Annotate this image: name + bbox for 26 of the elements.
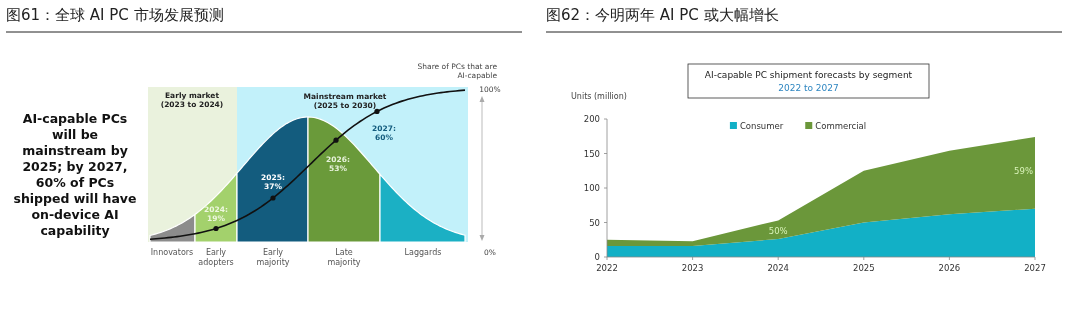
category-label: Laggards xyxy=(404,248,442,257)
y-tick-label: 200 xyxy=(583,114,600,124)
category-label: Early adopters xyxy=(198,248,234,267)
chart-subtitle: AI-capable PC shipment forecasts by segment xyxy=(704,70,913,80)
chart-title: 图62：今明两年 AI PC 或大幅增长 xyxy=(546,6,779,24)
y-tick-label: 100 xyxy=(583,183,600,193)
category-label: Late majority xyxy=(327,248,361,267)
x-tick-label: 2024 xyxy=(767,263,790,273)
y-tick-label: 150 xyxy=(583,148,600,159)
y-tick-label: 0 xyxy=(594,252,600,262)
x-tick-label: 2027 xyxy=(1024,263,1046,273)
x-tick-label: 2025 xyxy=(852,263,875,273)
legend-label: Consumer xyxy=(739,121,784,131)
category-label: Innovators xyxy=(150,248,194,257)
text: 图61：全球 AI PC 市场发展预测 xyxy=(6,6,224,24)
y-tick-label: 50 xyxy=(589,217,600,228)
text: AI-capable PCs will be mainstream by 2025; by 2027, 60% of PCs shipped will have on-device AI capability xyxy=(13,111,137,238)
annotation: 59% xyxy=(1014,166,1033,177)
text: 2022 to 2027 xyxy=(778,83,839,93)
legend-label: Commercial xyxy=(815,121,867,131)
x-tick-label: 2026 xyxy=(938,263,961,273)
y-axis-title: Units (million) xyxy=(571,92,627,101)
category-label: Early majority xyxy=(256,248,290,267)
x-tick-label: 2022 xyxy=(596,263,618,273)
annotation: 50% xyxy=(768,225,788,236)
x-tick-label: 2023 xyxy=(681,263,704,273)
